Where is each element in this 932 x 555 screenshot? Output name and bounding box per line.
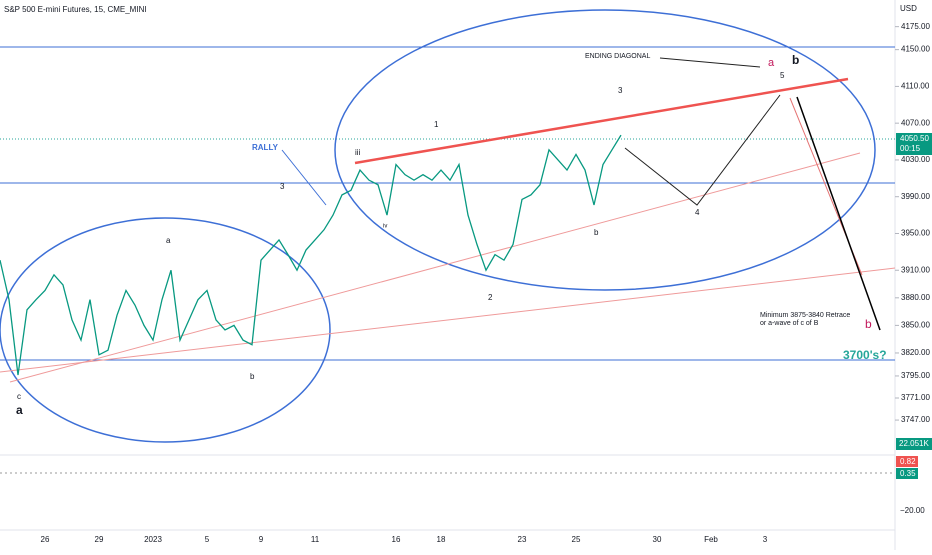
- volume-label: 22.051K: [899, 439, 929, 448]
- price-line: [0, 134, 622, 376]
- annotation: RALLY: [252, 143, 279, 152]
- last-price: 4050.50: [900, 134, 929, 143]
- chart-title: S&P 500 E-mini Futures, 15, CME_MINI: [4, 5, 147, 14]
- x-tick-label: 2023: [144, 535, 162, 544]
- y-tick-label: 3771.00: [901, 393, 930, 402]
- wave-label: 5: [780, 71, 785, 80]
- y-tick-label: 4070.00: [901, 118, 930, 127]
- wave-label: c: [17, 392, 21, 401]
- wave-label: 3: [618, 86, 623, 95]
- x-tick-label: 9: [259, 535, 264, 544]
- price-badge: [896, 133, 932, 155]
- x-tick-label: 30: [653, 535, 662, 544]
- volume-badge: [896, 438, 932, 450]
- wave-label: iii: [355, 148, 361, 157]
- x-tick-label: 18: [437, 535, 446, 544]
- rally-arrow: [281, 149, 327, 206]
- y-tick-label: 4175.00: [901, 22, 930, 31]
- y-tick-label: 3990.00: [901, 192, 930, 201]
- y-tick-label: 3747.00: [901, 415, 930, 424]
- annotation: ENDING DIAGONAL: [585, 53, 650, 60]
- wave-label: 2: [488, 293, 493, 302]
- x-tick-label: 11: [311, 535, 320, 544]
- wave-label: 1: [434, 120, 439, 129]
- wave-label: a: [166, 236, 171, 245]
- currency: USD: [900, 4, 917, 13]
- trend-line: [9, 152, 861, 383]
- y-tick-label: 4110.00: [901, 82, 930, 91]
- wave-label: iv: [383, 224, 387, 230]
- annotation: Minimum 3875-3840 Retrace: [760, 312, 850, 319]
- wave-label: 4: [695, 208, 700, 217]
- trend-line: [354, 77, 849, 165]
- x-tick-label: 26: [41, 535, 50, 544]
- countdown: 00:15: [900, 144, 921, 153]
- label-arrow: [659, 57, 761, 68]
- x-tick-label: 29: [95, 535, 104, 544]
- trend-line: [0, 267, 896, 373]
- projection: [624, 94, 781, 206]
- wave-label: 3: [280, 182, 285, 191]
- x-tick-label: 23: [518, 535, 527, 544]
- annotation: 3700's?: [843, 348, 887, 362]
- ellipse: [0, 217, 331, 443]
- x-tick-label: 25: [572, 535, 581, 544]
- y-tick-label: 3880.00: [901, 293, 930, 302]
- y-tick-label: 4030.00: [901, 155, 930, 164]
- x-tick-label: 3: [763, 535, 768, 544]
- wave-label: b: [865, 317, 872, 331]
- x-tick-label: Feb: [704, 535, 718, 544]
- ellipse: [334, 9, 876, 291]
- projection: [796, 96, 881, 331]
- osc-badge: [896, 456, 918, 467]
- y-tick-label: 3795.00: [901, 371, 930, 380]
- y-tick-label: 3850.00: [901, 321, 930, 330]
- osc-label: −20.00: [900, 506, 925, 515]
- y-tick-label: 4150.00: [901, 45, 930, 54]
- wave-label: a: [16, 403, 23, 417]
- osc-badge: [896, 468, 918, 479]
- wave-label: b: [594, 228, 599, 237]
- x-tick-label: 5: [205, 535, 210, 544]
- osc-label: 0.82: [900, 457, 916, 466]
- wave-label: b: [792, 53, 799, 67]
- annotation: or a-wave of c of B: [760, 320, 819, 327]
- osc-label: 0.35: [900, 469, 916, 478]
- y-tick-label: 3910.00: [901, 265, 930, 274]
- x-tick-label: 16: [392, 535, 401, 544]
- y-tick-label: 3950.00: [901, 229, 930, 238]
- y-tick-label: 3820.00: [901, 348, 930, 357]
- wave-label: b: [250, 372, 255, 381]
- wave-label: a: [768, 57, 775, 69]
